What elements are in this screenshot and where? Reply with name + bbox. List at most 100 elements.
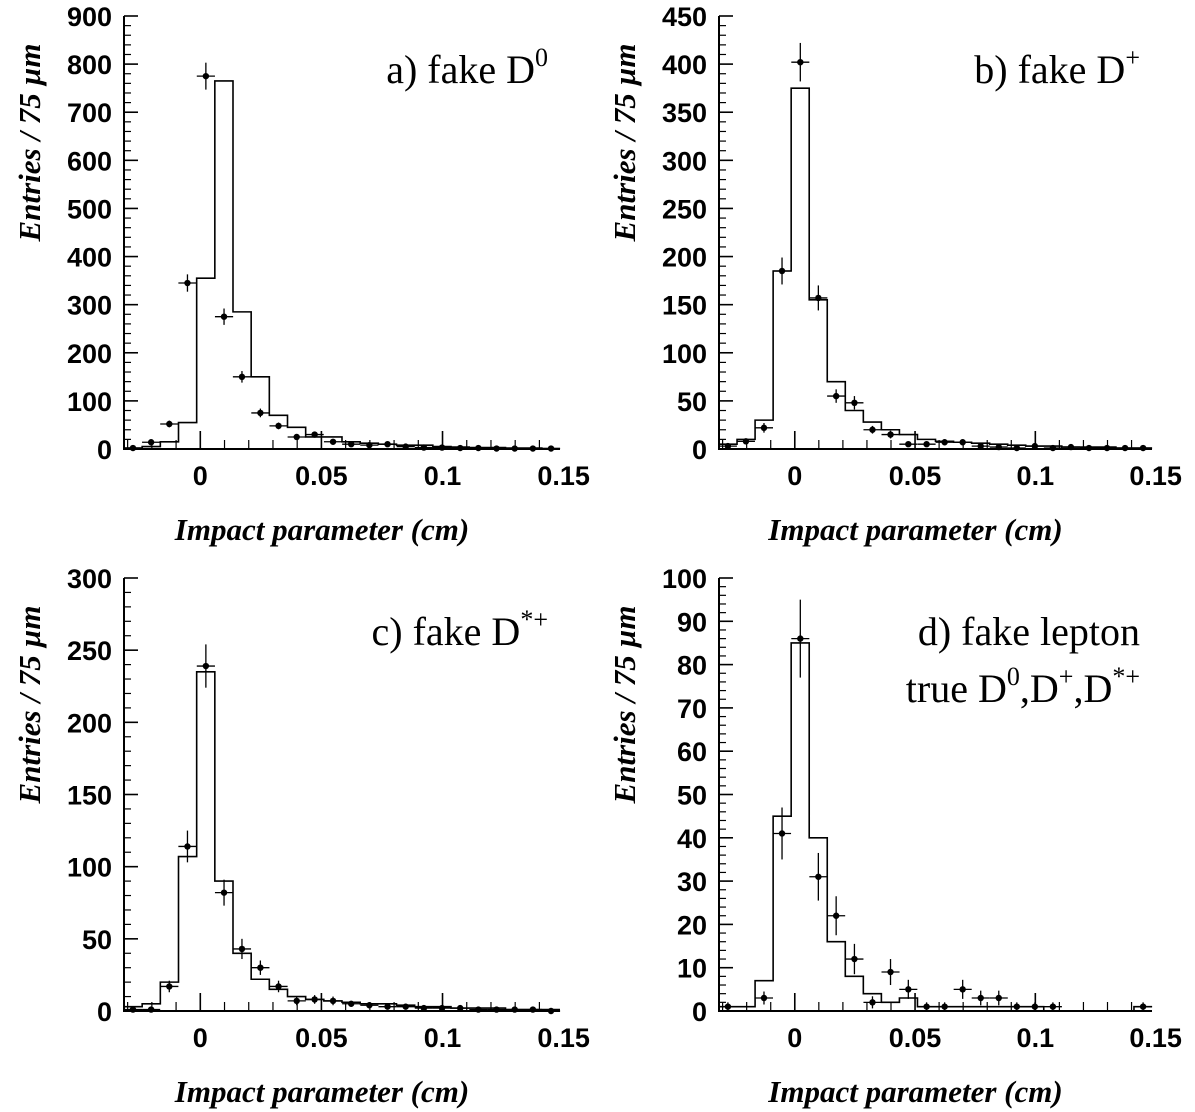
x-tick-label: 0.15 [1129,1023,1182,1053]
data-marker [402,1003,409,1010]
data-marker [815,294,822,302]
data-point [178,830,197,863]
x-axis-label: Impact parameter (cm) [767,512,1062,547]
data-point [953,979,972,999]
data-marker [311,996,318,1003]
data-marker [257,964,264,971]
data-point [736,438,755,445]
data-point [178,274,197,292]
data-point [396,1003,415,1010]
data-point [881,959,900,986]
y-tick-label: 300 [67,564,112,594]
y-tick-label: 80 [677,651,707,681]
panel-label: c) fake D*+ [372,605,548,654]
data-point [1134,1002,1153,1011]
panel-label-line2-superscript: + [1059,662,1074,691]
panel-label-superscript: 0 [535,43,548,72]
x-tick-label: 0.05 [889,461,942,491]
data-marker [1049,1003,1057,1010]
data-point [451,1004,470,1012]
data-point [160,420,179,428]
data-marker [220,889,228,896]
data-point [863,996,882,1009]
data-point [196,62,215,90]
x-axis-label: Impact parameter (cm) [174,1074,469,1109]
panel-label-line2-superscript: 0 [1007,662,1020,691]
y-tick-label: 0 [692,997,707,1027]
x-tick-label: 0.15 [537,1023,590,1053]
data-marker [275,422,282,430]
data-marker [293,433,300,441]
data-marker [905,440,912,448]
data-point [827,389,846,403]
data-marker [851,955,858,963]
simulation-histogram [123,80,560,450]
y-tick-label: 0 [692,435,707,465]
data-point [251,960,270,975]
data-marker [348,440,355,448]
data-marker [923,1003,930,1010]
y-tick-label: 100 [67,387,112,417]
panel-label-line2: true D0,D+,D*+ [906,662,1140,711]
y-axis-label: Entries / 75 µm [607,44,642,243]
x-tick-label: 0.05 [889,1023,942,1053]
panel-label-superscript: + [1125,43,1140,72]
data-point [214,308,234,325]
y-tick-label: 200 [662,243,707,273]
y-tick-label: 350 [662,98,707,128]
data-marker [384,440,391,448]
panel-label-line2-text: ,D [1073,666,1112,711]
data-point [773,807,792,860]
data-marker [851,399,858,407]
data-marker [995,994,1002,1002]
data-point [845,396,864,410]
data-point [754,991,773,1005]
data-marker [348,1000,355,1007]
data-marker [724,442,732,450]
y-tick-label: 500 [67,194,112,224]
data-point [899,979,918,999]
panel-d: 0 10 20 30 40 50 60 70 80 90 100 0 0.05 0.1 0.15 Impact… [607,564,1182,1109]
data-marker [832,392,840,400]
x-tick-label: 0.05 [295,461,348,491]
simulation-histogram [123,671,560,1011]
data-point [196,644,215,688]
data-marker [202,72,210,80]
data-point [845,943,864,975]
data-point [305,431,324,438]
x-tick-label: 0.1 [424,461,462,491]
data-marker [815,873,822,880]
y-tick-label: 250 [662,194,707,224]
data-point [827,896,846,936]
x-axis-label: Impact parameter (cm) [767,1074,1062,1109]
data-marker [420,1004,428,1012]
x-axis-label: Impact parameter (cm) [174,512,469,547]
data-marker [166,983,173,990]
panel-label-main: a) fake D [386,47,535,92]
y-tick-label: 900 [67,2,112,32]
y-tick-label: 200 [67,708,112,738]
data-point [269,422,288,430]
data-marker [220,313,228,320]
y-tick-label: 100 [662,564,707,594]
data-point [989,990,1008,1006]
data-point [718,442,737,450]
data-marker [384,1003,391,1010]
data-marker [184,279,191,287]
y-tick-label: 150 [662,291,707,321]
data-point [232,371,252,383]
data-marker [887,431,894,438]
data-point [791,42,810,82]
data-marker [1139,1003,1147,1010]
panel-c: 0 50 100 150 200 250 300 0 0.05 0.1 0.15 Impact par… [12,564,590,1109]
y-tick-label: 700 [67,98,112,128]
panel-a: 0 100 200 300 400 500 600 700 800 900 0 0.05 0.1 0.15… [12,2,590,547]
y-tick-label: 450 [662,2,707,32]
data-marker [311,431,318,438]
data-marker [977,994,984,1002]
panel-label: d) fake lepton [918,609,1140,654]
data-marker [1013,1003,1021,1010]
data-point [214,879,234,906]
data-marker [742,438,750,445]
data-marker [238,373,246,381]
